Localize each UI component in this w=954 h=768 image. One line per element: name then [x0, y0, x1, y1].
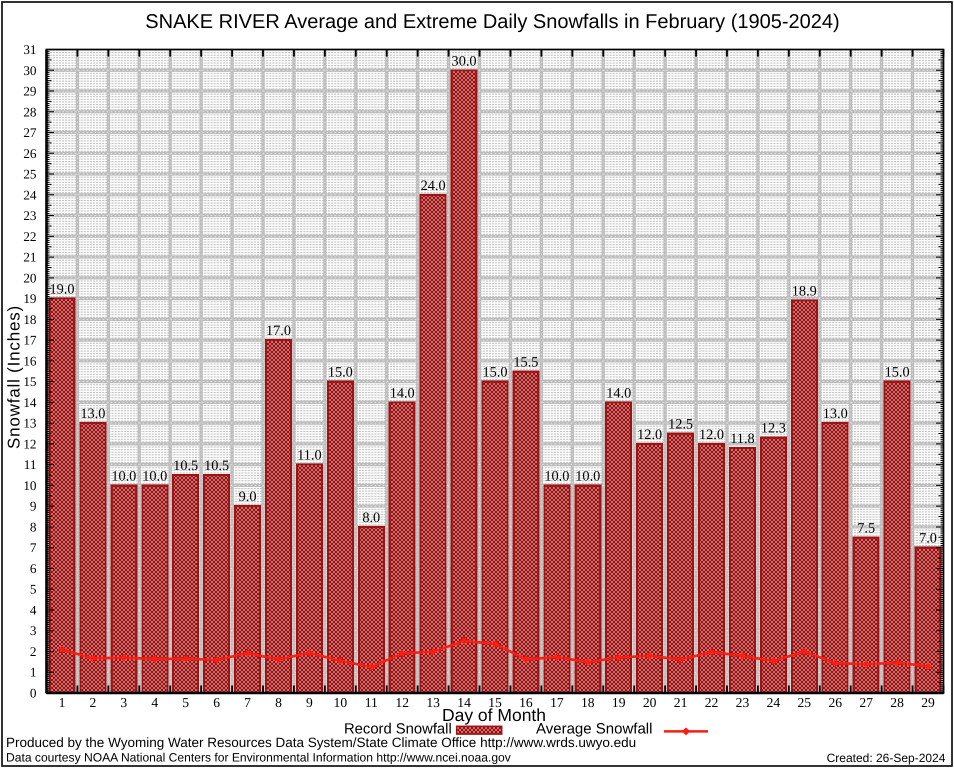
svg-text:12.0: 12.0	[699, 427, 724, 443]
svg-text:27: 27	[859, 695, 873, 710]
svg-text:1: 1	[30, 665, 37, 680]
svg-text:18.9: 18.9	[792, 284, 817, 300]
svg-text:9: 9	[306, 695, 313, 710]
svg-text:15.0: 15.0	[482, 365, 507, 381]
svg-text:Average Snowfall: Average Snowfall	[536, 721, 652, 738]
svg-text:4: 4	[30, 602, 37, 617]
svg-text:2: 2	[30, 644, 37, 659]
svg-text:14.0: 14.0	[606, 385, 631, 401]
svg-text:7: 7	[30, 540, 37, 555]
svg-text:12.5: 12.5	[668, 417, 693, 433]
svg-text:SNAKE RIVER Average and Extrem: SNAKE RIVER Average and Extreme Daily Sn…	[145, 11, 839, 33]
svg-text:17.0: 17.0	[266, 323, 291, 339]
svg-text:6: 6	[213, 695, 220, 710]
svg-text:7.5: 7.5	[857, 520, 875, 536]
svg-text:26: 26	[23, 146, 37, 161]
svg-text:19.0: 19.0	[49, 282, 74, 298]
svg-text:15.0: 15.0	[328, 365, 353, 381]
svg-text:9.0: 9.0	[239, 489, 257, 505]
svg-text:23: 23	[23, 208, 37, 223]
svg-text:Data courtesy NOAA National Ce: Data courtesy NOAA National Centers for …	[6, 751, 511, 765]
svg-text:30.0: 30.0	[452, 53, 477, 69]
svg-text:31: 31	[23, 42, 36, 57]
svg-text:10: 10	[23, 478, 37, 493]
svg-text:14.0: 14.0	[390, 385, 415, 401]
svg-text:16: 16	[519, 695, 533, 710]
svg-text:11.0: 11.0	[297, 448, 322, 464]
svg-text:Day of Month: Day of Month	[442, 705, 546, 725]
svg-text:20: 20	[643, 695, 657, 710]
svg-text:11: 11	[365, 695, 378, 710]
svg-text:27: 27	[23, 125, 37, 140]
svg-text:5: 5	[182, 695, 189, 710]
svg-text:24: 24	[23, 187, 37, 202]
svg-text:8.0: 8.0	[362, 510, 380, 526]
svg-text:29: 29	[23, 84, 37, 99]
svg-text:20: 20	[23, 270, 37, 285]
svg-text:10.0: 10.0	[111, 468, 136, 484]
svg-text:17: 17	[23, 333, 37, 348]
svg-text:13: 13	[426, 695, 440, 710]
svg-text:12: 12	[395, 695, 409, 710]
svg-text:13.0: 13.0	[823, 406, 848, 422]
svg-text:14: 14	[457, 695, 471, 710]
svg-text:19: 19	[23, 291, 37, 306]
svg-text:14: 14	[23, 395, 37, 410]
svg-text:13.0: 13.0	[80, 406, 105, 422]
svg-text:9: 9	[30, 499, 37, 514]
svg-text:Created: 26-Sep-2024: Created: 26-Sep-2024	[827, 751, 946, 765]
svg-text:18: 18	[23, 312, 37, 327]
svg-text:26: 26	[828, 695, 842, 710]
svg-text:23: 23	[736, 695, 750, 710]
svg-text:6: 6	[30, 561, 37, 576]
svg-text:30: 30	[23, 63, 37, 78]
svg-text:15.5: 15.5	[513, 354, 538, 370]
svg-text:22: 22	[705, 695, 719, 710]
svg-text:24: 24	[767, 695, 781, 710]
svg-text:28: 28	[23, 104, 37, 119]
svg-text:12.3: 12.3	[761, 421, 786, 437]
svg-text:29: 29	[921, 695, 935, 710]
svg-text:5: 5	[30, 582, 37, 597]
svg-text:3: 3	[30, 623, 37, 638]
svg-text:24.0: 24.0	[421, 178, 446, 194]
svg-text:12: 12	[23, 436, 36, 451]
svg-text:12.0: 12.0	[637, 427, 662, 443]
svg-text:11: 11	[24, 457, 37, 472]
svg-text:10: 10	[334, 695, 348, 710]
svg-text:Snowfall (Inches): Snowfall (Inches)	[5, 305, 24, 449]
svg-text:16: 16	[23, 353, 37, 368]
svg-text:10.0: 10.0	[544, 468, 569, 484]
svg-text:15: 15	[488, 695, 502, 710]
svg-text:3: 3	[120, 695, 127, 710]
svg-text:21: 21	[674, 695, 688, 710]
svg-text:4: 4	[151, 695, 158, 710]
svg-text:15.0: 15.0	[885, 365, 910, 381]
svg-text:10.5: 10.5	[173, 458, 198, 474]
svg-text:Record Snowfall: Record Snowfall	[344, 722, 452, 738]
svg-text:8: 8	[30, 519, 37, 534]
svg-text:11.8: 11.8	[730, 431, 755, 447]
svg-text:8: 8	[275, 695, 282, 710]
svg-text:17: 17	[550, 695, 564, 710]
svg-text:10.0: 10.0	[575, 468, 600, 484]
svg-text:Produced by the Wyoming Water: Produced by the Wyoming Water Resources …	[6, 735, 636, 750]
svg-text:18: 18	[581, 695, 595, 710]
svg-text:28: 28	[890, 695, 904, 710]
svg-text:19: 19	[612, 695, 626, 710]
svg-text:7: 7	[244, 695, 251, 710]
svg-text:7.0: 7.0	[919, 531, 937, 547]
svg-text:25: 25	[798, 695, 812, 710]
svg-text:10.0: 10.0	[142, 468, 167, 484]
svg-text:21: 21	[23, 250, 36, 265]
svg-text:25: 25	[23, 167, 37, 182]
svg-text:13: 13	[23, 416, 37, 431]
svg-text:1: 1	[59, 695, 66, 710]
svg-text:10.5: 10.5	[204, 458, 229, 474]
svg-text:2: 2	[90, 695, 97, 710]
svg-text:22: 22	[23, 229, 36, 244]
svg-text:0: 0	[30, 686, 37, 701]
svg-text:15: 15	[23, 374, 37, 389]
